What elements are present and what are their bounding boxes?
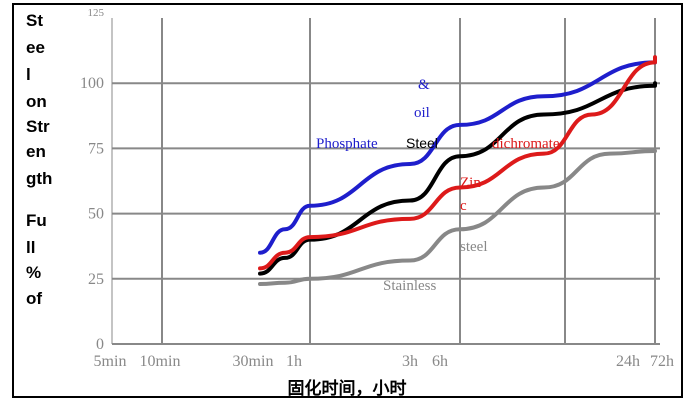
x-tick-label: 30min (233, 353, 274, 370)
y-axis-title-line: of (26, 289, 43, 308)
y-axis-title-line: Fu (26, 211, 47, 230)
series-line-3 (258, 149, 657, 287)
series-line-0 (258, 60, 657, 255)
y-axis-title-line: % (26, 263, 42, 282)
annotation-phosphate: Phosphate (316, 136, 378, 152)
x-axis-title: 固化时间，小时 (287, 379, 407, 399)
y-tick-label: 100 (80, 75, 104, 92)
y-tick-label: 25 (88, 271, 104, 288)
x-tick-label: 24h (616, 353, 640, 370)
x-tick-label: 10min (140, 353, 181, 370)
x-tick-label: 72h (650, 353, 674, 370)
y-axis-title-line: ee (26, 38, 45, 57)
series-line-2 (258, 55, 657, 271)
annotation-oil: oil (414, 105, 430, 121)
y-axis-title-line: ll (26, 238, 36, 257)
y-axis-title-line: l (26, 65, 31, 84)
x-tick-label: 1h (286, 353, 302, 370)
annotation-steel-2: steel (460, 239, 488, 255)
y-tick-label: 125 (88, 7, 105, 19)
y-axis-title-line: Str (26, 117, 50, 136)
y-axis-title-line: St (26, 11, 43, 30)
y-tick-label: 50 (88, 206, 104, 223)
y-tick-label: 75 (88, 140, 104, 157)
annotation-ampersand: & (418, 77, 430, 93)
annotation-stainless: Stainless (383, 278, 436, 294)
annotation-dichromate: dichromate (492, 136, 560, 152)
x-tick-label: 5min (94, 353, 127, 370)
annotation-steel: Steel (406, 135, 438, 151)
chart-frame (12, 3, 683, 398)
y-tick-label: 0 (96, 336, 104, 353)
y-axis-title-line: on (26, 92, 47, 111)
x-tick-label: 3h (402, 353, 418, 370)
y-axis-title-line: en (26, 142, 46, 161)
annotation-c: c (460, 198, 467, 214)
annotation-zin: Zin (460, 175, 481, 191)
y-axis-title-line: gth (26, 169, 53, 188)
series-line-1 (258, 81, 657, 276)
x-tick-label: 6h (432, 353, 448, 370)
